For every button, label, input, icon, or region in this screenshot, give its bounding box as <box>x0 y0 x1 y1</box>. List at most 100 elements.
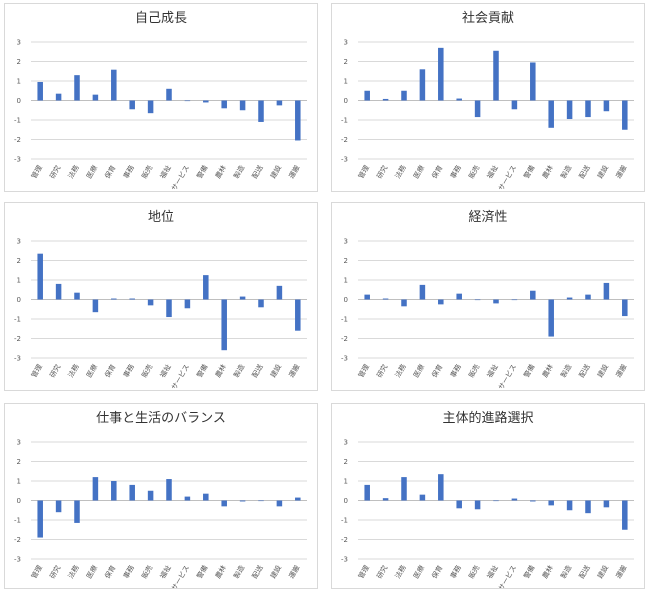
y-tick-label: -1 <box>341 316 348 324</box>
bar <box>456 293 462 300</box>
x-tick-label: 医療 <box>411 363 426 380</box>
x-tick-label: 管理 <box>356 564 371 581</box>
x-tick-label: 販売 <box>140 363 155 380</box>
x-tick-label: 建設 <box>595 164 610 181</box>
y-tick-label: 1 <box>17 78 21 86</box>
bar <box>364 294 370 300</box>
chart-panel-keizaisei: 経済性 3 2 1 0 -1 -2 -3 管理 研究 法務 医療 保育 事務 販売 福祉 サービス 警備 農林 製造配… <box>331 202 645 391</box>
x-tick-label: 販売 <box>467 363 482 380</box>
bar <box>184 496 191 501</box>
x-tick-label: 製造 <box>232 164 247 181</box>
bar <box>474 100 481 118</box>
x-tick-label: 運搬 <box>614 164 629 181</box>
x-tick-label: 医療 <box>84 363 99 380</box>
bar <box>456 98 462 101</box>
chart-panel-jiko-seicho: 自己成長 3 2 1 0 -1 -2 -3 管理 研究 法務 医療 保育 事務 販売 福祉 サービス 警備 農林 製造… <box>4 3 318 192</box>
bar <box>530 290 536 300</box>
y-tick-label: -2 <box>341 335 348 343</box>
y-tick-label: -3 <box>14 355 21 363</box>
x-tick-label: 製造 <box>232 363 247 380</box>
bar <box>295 100 301 141</box>
bar <box>622 500 628 530</box>
bar <box>184 100 191 102</box>
x-tick-label: 事務 <box>448 164 463 181</box>
x-tick-label: 管理 <box>29 164 44 181</box>
y-tick-label: 0 <box>17 97 21 105</box>
x-tick-label: 法務 <box>393 564 408 581</box>
x-tick-label: 保育 <box>103 363 118 380</box>
x-tick-label: 製造 <box>559 564 574 581</box>
chart-title: 主体的進路選択 <box>442 410 533 426</box>
x-tick-label: 研究 <box>375 164 390 181</box>
x-tick-label: 警備 <box>195 164 210 181</box>
x-tick-label: 保育 <box>430 363 445 380</box>
x-tick-label: 福祉 <box>485 564 500 581</box>
x-tick-label: 法務 <box>66 363 81 380</box>
bar <box>184 299 191 309</box>
x-tick-label: 福祉 <box>485 363 500 380</box>
x-tick-label: 研究 <box>375 363 390 380</box>
x-tick-label: 製造 <box>559 363 574 380</box>
chart-title: 地位 <box>148 210 174 225</box>
x-tick-label: 運搬 <box>614 363 629 380</box>
y-tick-label: 0 <box>344 497 348 505</box>
x-tick-label: 法務 <box>393 164 408 181</box>
bar <box>239 296 246 300</box>
bar <box>111 69 117 101</box>
bar <box>474 299 481 301</box>
x-tick-label: サービス <box>496 363 518 391</box>
y-tick-label: -3 <box>14 556 21 564</box>
bar <box>401 299 407 307</box>
x-tick-label: サービス <box>169 363 191 391</box>
x-tick-label: 医療 <box>411 164 426 181</box>
bar <box>419 69 426 101</box>
bar <box>493 50 499 101</box>
x-tick-label: 事務 <box>121 564 136 581</box>
x-tick-label: 建設 <box>595 564 610 581</box>
x-tick-label: 法務 <box>66 164 81 181</box>
bar <box>456 500 462 509</box>
x-tick-label: 保育 <box>430 564 445 581</box>
x-tick-label: 配送 <box>250 363 265 380</box>
bar <box>258 299 264 308</box>
x-tick-label: 販売 <box>467 564 482 581</box>
bar <box>419 494 426 501</box>
bar <box>276 285 283 300</box>
bar <box>92 94 99 101</box>
y-tick-label: 1 <box>344 78 348 86</box>
bar <box>37 253 43 300</box>
bar <box>203 493 209 501</box>
bar <box>401 90 407 101</box>
chart-panel-chii: 地位 3 2 1 0 -1 -2 -3 管理 研究 法務 医療 保育 事務 販売 福祉 サービス 警備 農林 製造 配送… <box>4 202 318 391</box>
bar <box>295 497 301 501</box>
bar <box>382 498 389 501</box>
bar <box>493 500 499 502</box>
y-tick-label: -1 <box>341 117 348 125</box>
x-tick-label: 研究 <box>48 363 63 380</box>
y-tick-label: 1 <box>344 478 348 486</box>
y-tick-label: -2 <box>14 335 21 343</box>
bar <box>166 479 172 501</box>
x-tick-label: 医療 <box>84 164 99 181</box>
bar <box>585 500 591 514</box>
bar <box>276 500 283 507</box>
x-tick-label: 運搬 <box>614 564 629 581</box>
bar <box>221 299 227 351</box>
x-tick-label: 警備 <box>195 363 210 380</box>
y-tick-label: -3 <box>341 355 348 363</box>
bar <box>203 275 209 300</box>
y-tick-label: 3 <box>344 238 348 246</box>
bar <box>585 294 591 300</box>
x-tick-label: 配送 <box>577 164 592 181</box>
x-tick-label: 農林 <box>540 363 555 380</box>
x-tick-label: 農林 <box>540 564 555 581</box>
y-tick-label: -3 <box>341 156 348 164</box>
chart-svg: 仕事と生活のバランス 3 2 1 0 -1 -2 -3 管理 研究 法務 医療 保育 事務 販売 福祉サービス… <box>14 411 307 588</box>
chart-svg: 経済性 3 2 1 0 -1 -2 -3 管理 研究 法務 医療 保育 事務 販売 福祉サービス 警備 農林 製造配… <box>341 209 634 391</box>
bar <box>474 500 481 510</box>
y-tick-label: 3 <box>344 39 348 47</box>
chart-title: 仕事と生活のバランス <box>96 411 226 426</box>
y-tick-label: -1 <box>14 117 21 125</box>
